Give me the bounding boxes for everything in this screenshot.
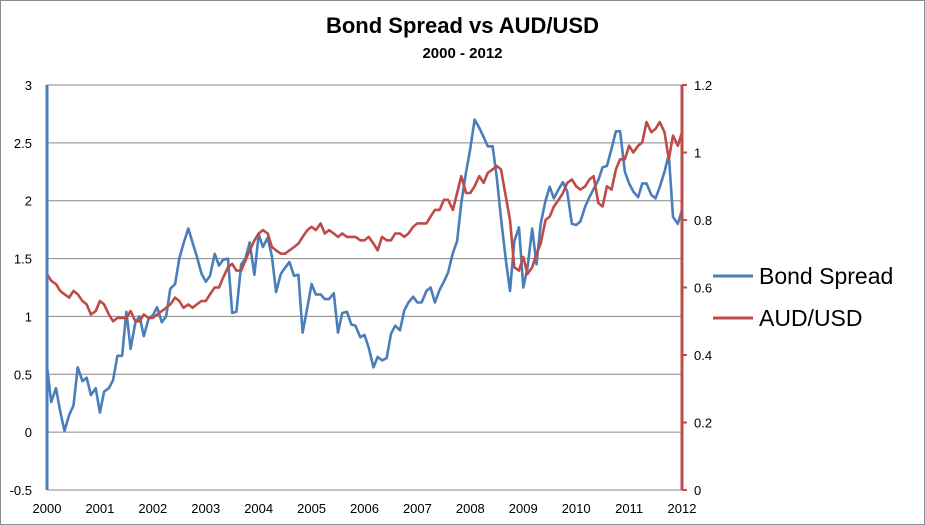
y-left-tick-label: 3 [25,78,32,93]
y-left-tick-label: 0.5 [14,367,32,382]
y-left-tick-label: 1 [25,309,32,324]
left-axis-ticks: -0.5 0 0.5 1 1.5 2 2.5 3 [10,78,32,498]
y-right-tick-label: 0.4 [694,348,712,363]
legend-label: Bond Spread [759,263,893,289]
x-tick-label: 2006 [350,501,379,516]
x-tick-label: 2010 [562,501,591,516]
legend-label: AUD/USD [759,305,863,331]
y-left-tick-label: 0 [25,425,32,440]
x-tick-label: 2001 [85,501,114,516]
y-left-tick-label: 2 [25,194,32,209]
x-tick-label: 2011 [615,501,643,516]
x-tick-label: 2005 [297,501,326,516]
legend: Bond Spread AUD/USD [713,263,893,331]
y-right-tick-label: 0.8 [694,213,712,228]
right-axis-ticks: 0 0.2 0.4 0.6 0.8 1 1.2 [694,78,712,498]
x-tick-label: 2000 [33,501,62,516]
y-left-tick-label: -0.5 [10,483,32,498]
y-right-tick-label: 0.2 [694,416,712,431]
series-layer [45,118,684,433]
y-left-tick-label: 1.5 [14,252,32,267]
series-line-bond-spread [45,118,684,433]
y-left-tick-label: 2.5 [14,136,32,151]
chart-subtitle: 2000 - 2012 [422,45,503,62]
series-line-aud-usd [45,120,684,323]
x-tick-label: 2008 [456,501,485,516]
x-tick-label: 2009 [509,501,538,516]
x-tick-label: 2007 [403,501,432,516]
y-right-tick-label: 0 [694,483,701,498]
y-right-tick-label: 1.2 [694,78,712,93]
x-tick-label: 2012 [668,501,697,516]
axes [45,84,687,491]
x-tick-label: 2003 [191,501,220,516]
chart-title: Bond Spread vs AUD/USD [325,13,599,38]
y-right-tick-label: 1 [694,146,701,161]
x-tick-label: 2004 [244,501,273,516]
y-right-tick-label: 0.6 [694,281,712,296]
x-axis-ticks: 2000 2001 2002 2003 2004 2005 2006 2007 2008 2009… [33,501,697,516]
x-tick-label: 2002 [138,501,167,516]
gridlines [47,84,682,491]
